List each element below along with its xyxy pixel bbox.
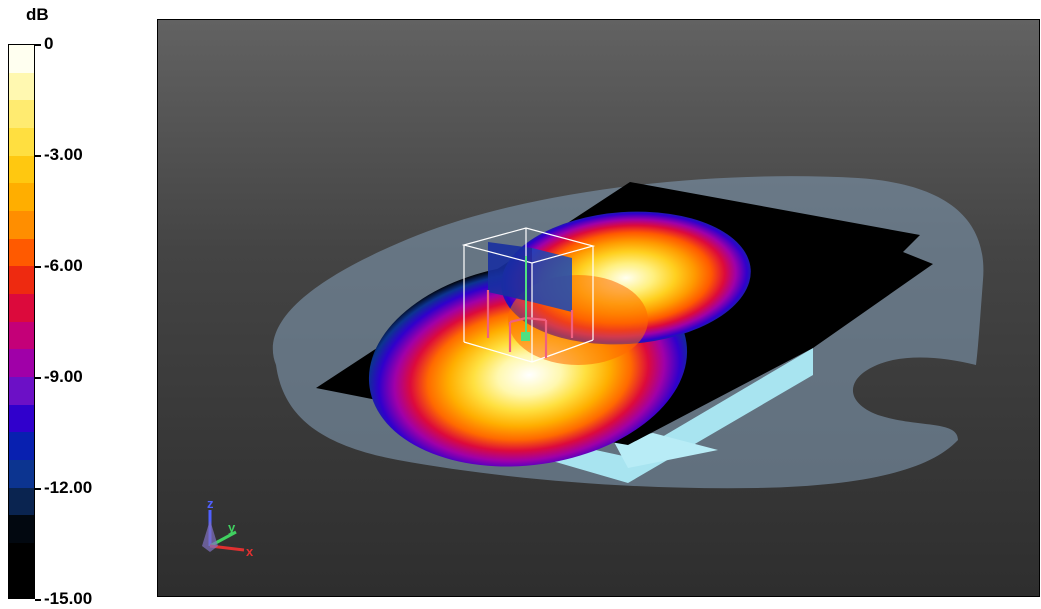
legend-swatch	[9, 459, 34, 488]
slab-foot	[613, 433, 718, 468]
legend-tick-5: -15.00	[35, 589, 92, 609]
legend-swatch	[9, 487, 34, 516]
legend-swatch	[9, 542, 34, 571]
legend-tick-4: -12.00	[35, 478, 92, 498]
scene-drawing: z y x	[202, 176, 984, 559]
legend-tick-3: -9.00	[35, 367, 83, 387]
legend-swatch	[9, 210, 34, 239]
legend-tick-2: -6.00	[35, 256, 83, 276]
axis-x-label: x	[246, 544, 254, 559]
cabinet-frame	[486, 290, 574, 358]
cabinet-panel-right	[532, 248, 572, 312]
legend-swatch	[9, 45, 34, 73]
legend-swatch	[9, 238, 34, 267]
legend-swatch	[9, 321, 34, 350]
legend-unit: dB	[26, 5, 49, 24]
axes-triad	[202, 510, 245, 552]
axis-z-label: z	[207, 496, 214, 511]
legend-swatch	[9, 349, 34, 377]
legend-tick-0: 0	[35, 34, 53, 54]
legend-tick-1: -3.00	[35, 145, 83, 165]
legend-swatch	[9, 100, 34, 128]
legend-swatch	[9, 515, 34, 543]
legend-swatch	[9, 293, 34, 322]
antenna	[521, 256, 530, 341]
legend-swatch	[9, 183, 34, 211]
cabinet-panel-left	[488, 242, 532, 302]
legend-swatch	[9, 266, 34, 294]
legend-colorbar	[8, 44, 35, 599]
legend-swatch	[9, 404, 34, 433]
axis-y-label: y	[228, 520, 236, 535]
legend-swatch	[9, 570, 34, 599]
legend-swatch	[9, 72, 34, 101]
legend-swatch	[9, 376, 34, 405]
legend-swatch	[9, 127, 34, 156]
legend-swatch	[9, 432, 34, 460]
legend-swatch	[9, 155, 34, 184]
3d-viewport[interactable]: z y x	[157, 19, 1040, 597]
